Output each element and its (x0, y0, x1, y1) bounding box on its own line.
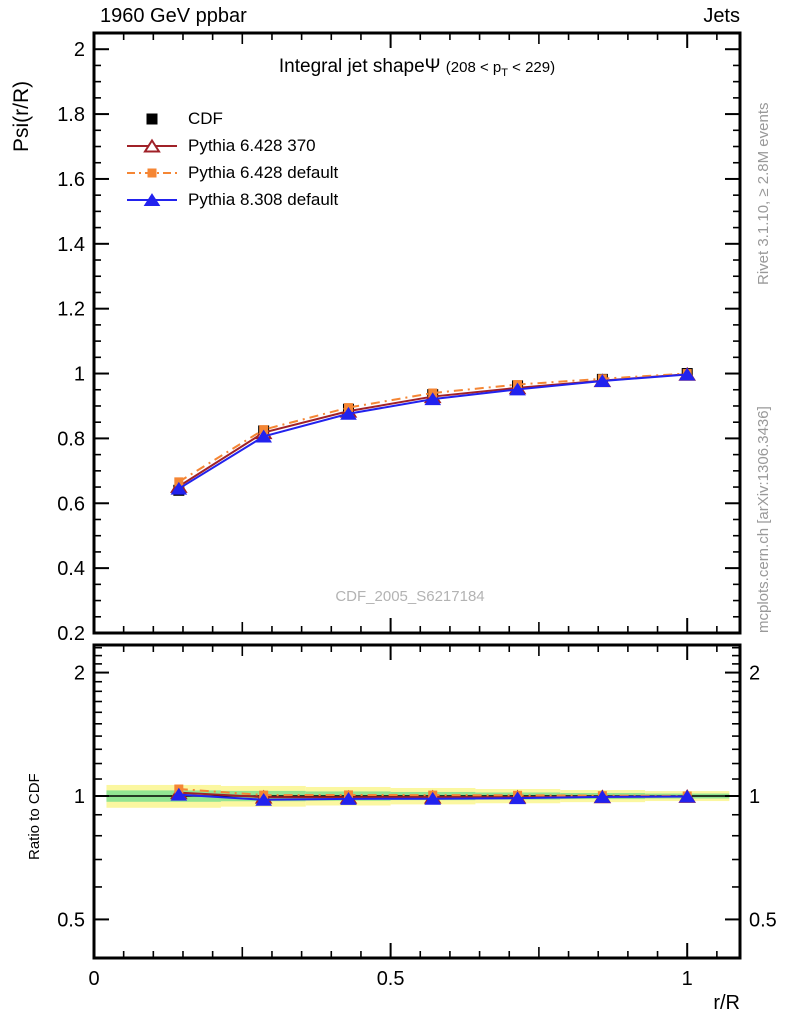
header-right-title: Jets (703, 5, 740, 27)
marker (509, 791, 526, 805)
svg-text:1: 1 (682, 968, 693, 990)
series-pythia-8-308-default (170, 787, 696, 806)
legend: CDF Pythia 6.428 370 Pythia 6.428 default P… (126, 105, 338, 213)
marker (170, 481, 188, 495)
legend-marker-icon (146, 113, 158, 124)
marker (594, 790, 611, 803)
svg-text:1.6: 1.6 (57, 169, 85, 191)
svg-text:0.8: 0.8 (57, 428, 85, 450)
legend-marker-icon (127, 192, 177, 206)
plot-title: Integral jet shapeΨ (208 < pT < 229) (94, 56, 740, 79)
header-left-title: 1960 GeV ppbar (100, 5, 247, 27)
ratio-panel-border (92, 643, 742, 960)
marker (146, 113, 158, 124)
marker (147, 168, 157, 177)
legend-item: Pythia 6.428 370 (126, 132, 338, 159)
svg-text:2: 2 (74, 39, 85, 61)
legend-marker-icon (127, 168, 177, 177)
axis-tick-labels: 2 1.8 1.6 1.4 1.2 1 0.8 0.6 0.4 0.2 0 0.5 1 2 2 1 1 0.5 0.… (57, 39, 777, 990)
legend-label: CDF (188, 109, 223, 128)
series-pythia-6-428-370 (170, 366, 697, 493)
psi-symbol: Ψ (424, 56, 441, 77)
marker (170, 787, 188, 801)
axis-ticks (94, 33, 740, 958)
svg-text:0.5: 0.5 (749, 909, 777, 931)
pt-cut-label: (208 < pT < 229) (445, 59, 556, 79)
marker (594, 374, 611, 387)
marker (340, 406, 357, 420)
marker (255, 792, 272, 806)
svg-text:2: 2 (74, 663, 85, 685)
svg-text:1.4: 1.4 (57, 234, 85, 256)
marker (340, 792, 357, 805)
ratio-y-axis-label: Ratio to CDF (26, 773, 43, 860)
legend-label: Pythia 6.428 default (188, 163, 339, 182)
svg-text:0: 0 (88, 968, 99, 990)
svg-text:0.5: 0.5 (377, 968, 405, 990)
marker (678, 367, 696, 381)
legend-item: CDF (126, 105, 338, 132)
marker (255, 429, 272, 443)
side-note-mcplots: mcplots.cern.ch [arXiv:1306.3436] (755, 406, 772, 633)
marker (143, 138, 161, 152)
legend-label: Pythia 6.428 370 (188, 136, 316, 155)
svg-text:0.6: 0.6 (57, 493, 85, 515)
series-cdf (173, 368, 693, 496)
svg-text:0.2: 0.2 (57, 623, 85, 645)
svg-text:1: 1 (74, 364, 85, 386)
marker (424, 392, 442, 406)
x-axis-label: r/R (713, 992, 740, 1014)
svg-text:1: 1 (74, 786, 85, 808)
main-panel-border (92, 31, 742, 635)
main-y-axis-label: Psi(r/R) (10, 80, 33, 152)
series-pythia-6-428-default (174, 369, 692, 487)
legend-label: Pythia 8.308 default (188, 190, 339, 209)
svg-text:0.4: 0.4 (57, 558, 85, 580)
marker (424, 791, 442, 805)
svg-text:0.5: 0.5 (57, 909, 85, 931)
svg-text:2: 2 (749, 663, 760, 685)
legend-marker-icon (127, 138, 177, 152)
marker (678, 789, 696, 803)
legend-item: Pythia 6.428 default (126, 159, 338, 186)
marker (509, 382, 526, 396)
plot-title-text: Integral jet shape (278, 56, 425, 77)
svg-text:1: 1 (749, 786, 760, 808)
series-pythia-8-308-default (170, 367, 696, 495)
svg-text:1.8: 1.8 (57, 104, 85, 126)
watermark-analysis-id: CDF_2005_S6217184 (335, 588, 485, 605)
svg-text:1.2: 1.2 (57, 299, 85, 321)
legend-item: Pythia 8.308 default (126, 186, 338, 213)
side-note-rivet: Rivet 3.1.10, ≥ 2.8M events (755, 102, 772, 286)
marker (143, 192, 161, 206)
